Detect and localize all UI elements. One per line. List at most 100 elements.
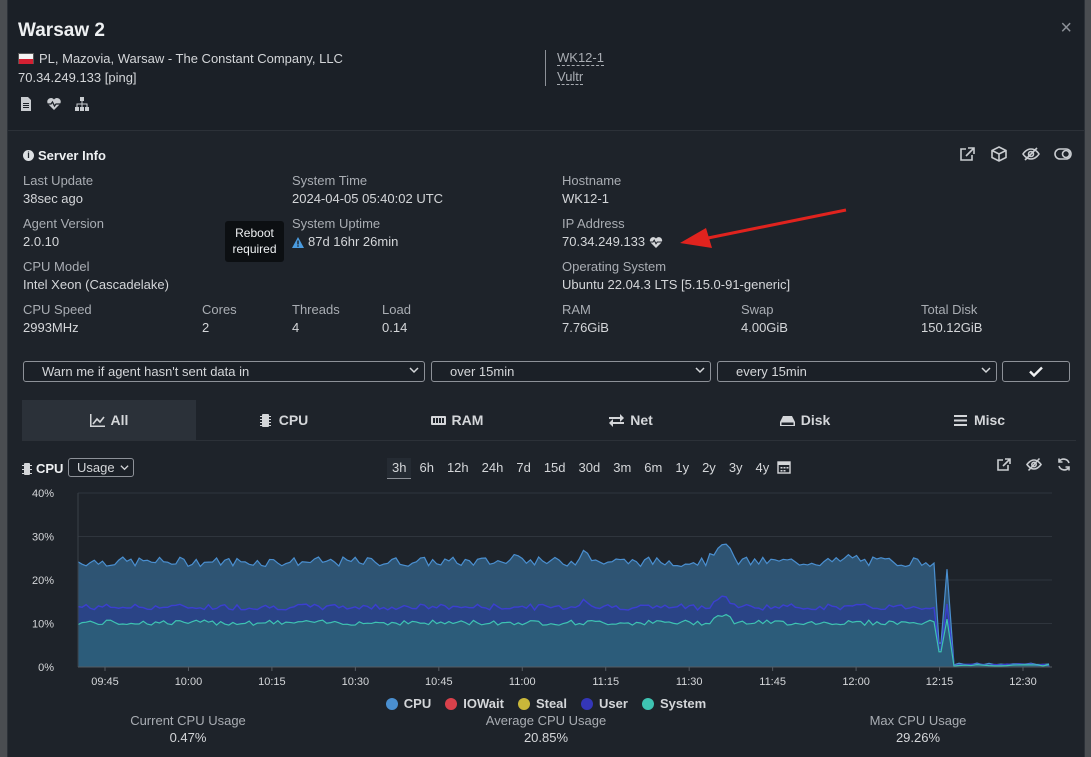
host-tag-link[interactable]: WK12-1 (557, 50, 604, 66)
cpu-model-value: Intel Xeon (Cascadelake) (23, 277, 169, 292)
alert-condition-select[interactable]: Warn me if agent hasn't sent data in (23, 361, 425, 382)
server-title: Warsaw 2 (18, 20, 105, 41)
external-link-icon[interactable] (996, 457, 1012, 475)
range-7d[interactable]: 7d (516, 460, 531, 475)
microchip-icon (22, 462, 32, 475)
legend-item-user[interactable]: User (581, 696, 628, 711)
range-4y[interactable]: 4y (755, 460, 770, 475)
total-disk-field: Total Disk 150.12GiB (921, 302, 982, 336)
range-3h[interactable]: 3h (387, 458, 412, 479)
chart-mode-select[interactable]: Usage (68, 458, 134, 477)
total-disk-value: 150.12GiB (921, 320, 983, 335)
refresh-icon[interactable] (1056, 457, 1072, 475)
range-2y[interactable]: 2y (702, 460, 716, 475)
legend-label: IOWait (463, 696, 504, 711)
microchip-icon (259, 413, 271, 427)
tab-cpu[interactable]: CPU (196, 400, 370, 440)
system-area (78, 614, 1050, 667)
range-3y[interactable]: 3y (728, 460, 743, 475)
range-12h[interactable]: 12h (446, 460, 469, 475)
system-series-line (77, 613, 1050, 667)
tab-misc-label: Misc (973, 412, 1006, 428)
ram-field: RAM 7.76GiB (562, 302, 609, 336)
cpu-speed-label: CPU Speed (23, 302, 92, 317)
range-6m[interactable]: 6m (644, 460, 663, 475)
cpu-speed-value: 2993MHz (23, 320, 79, 335)
save-alert-button[interactable] (1002, 361, 1070, 382)
poland-flag-icon (18, 53, 34, 64)
calendar-icon[interactable] (777, 460, 791, 474)
checkmark-icon (1029, 366, 1043, 377)
chevron-down-icon (120, 465, 129, 471)
system-time-value: 2024-04-05 05:40:02 UTC (292, 191, 444, 206)
agent-version-field: Agent Version 2.0.10 (23, 216, 104, 250)
range-3m[interactable]: 3m (613, 460, 632, 475)
server-info-heading: i Server Info (23, 148, 106, 163)
hostname-value: WK12-1 (562, 191, 609, 206)
document-icon[interactable] (18, 96, 34, 115)
cpu-model-label: CPU Model (23, 259, 90, 274)
chart-mode-value: Usage (77, 460, 115, 475)
legend-item-system[interactable]: System (641, 696, 707, 711)
tab-all-label: All (110, 412, 129, 428)
ip-address-row: 70.34.249.133 (562, 234, 663, 250)
chevron-down-icon (695, 367, 705, 374)
ip-health-heart-icon[interactable] (649, 236, 663, 248)
tab-disk-label: Disk (800, 412, 831, 428)
warning-triangle-icon[interactable] (292, 236, 304, 248)
provider-tag-link[interactable]: Vultr (557, 69, 584, 85)
load-value: 0.14 (382, 320, 408, 335)
heartbeat-icon[interactable] (46, 96, 62, 115)
external-link-icon[interactable] (958, 146, 976, 165)
metric-tabs: All CPU RAM Net Disk Misc (22, 400, 1076, 441)
agent-version-value: 2.0.10 (23, 234, 60, 249)
swap-value: 4.00GiB (741, 320, 788, 335)
tab-ram[interactable]: RAM (370, 400, 544, 440)
legend-label: User (599, 696, 628, 711)
package-cube-icon[interactable] (990, 146, 1008, 165)
tab-disk[interactable]: Disk (718, 400, 892, 440)
legend-dot (581, 697, 594, 710)
x-tick-label: 10:00 (175, 676, 203, 688)
legend-item-steal[interactable]: Steal (517, 696, 567, 711)
tab-net[interactable]: Net (544, 400, 718, 440)
toggle-icon[interactable] (1054, 146, 1072, 165)
alert-threshold-select[interactable]: over 15min (431, 361, 711, 382)
tooltip-line-2: required (232, 242, 277, 256)
network-tree-icon[interactable] (74, 96, 90, 115)
hostname-field: Hostname WK12-1 (562, 173, 621, 207)
legend-item-cpu[interactable]: CPU (385, 696, 431, 711)
range-6h[interactable]: 6h (419, 460, 434, 475)
x-tick-label: 11:00 (509, 676, 536, 688)
close-button[interactable]: × (1060, 17, 1072, 39)
cores-field: Cores 2 (202, 302, 237, 336)
range-1y[interactable]: 1y (675, 460, 690, 475)
y-tick-label: 0% (38, 662, 54, 674)
alert-threshold-value: over 15min (450, 364, 515, 379)
last-update-label: Last Update (23, 173, 94, 188)
eye-slash-icon[interactable] (1026, 457, 1042, 475)
legend-dot (445, 697, 458, 710)
tab-misc[interactable]: Misc (892, 400, 1066, 440)
tab-all[interactable]: All (22, 400, 196, 440)
eye-slash-icon[interactable] (1022, 146, 1040, 165)
range-15d[interactable]: 15d (543, 460, 566, 475)
legend-label: System (659, 696, 707, 711)
exchange-arrows-icon (609, 413, 625, 427)
background-strip-left (0, 0, 8, 757)
alert-frequency-select[interactable]: every 15min (717, 361, 997, 382)
legend-item-iowait[interactable]: IOWait (445, 696, 504, 711)
header-icon-bar (18, 96, 90, 115)
server-info-toolbar (958, 146, 1072, 165)
legend-dot (385, 697, 398, 710)
last-update-field: Last Update 38sec ago (23, 173, 93, 207)
system-time-label: System Time (292, 173, 368, 188)
os-label: Operating System (562, 259, 667, 274)
chart-toolbar (996, 457, 1072, 475)
range-30d[interactable]: 30d (578, 460, 601, 475)
range-24h[interactable]: 24h (481, 460, 504, 475)
memory-icon (430, 415, 446, 425)
cores-value: 2 (202, 320, 210, 335)
legend-dot (641, 697, 654, 710)
current-cpu-stat: Current CPU Usage 0.47% (88, 713, 288, 745)
